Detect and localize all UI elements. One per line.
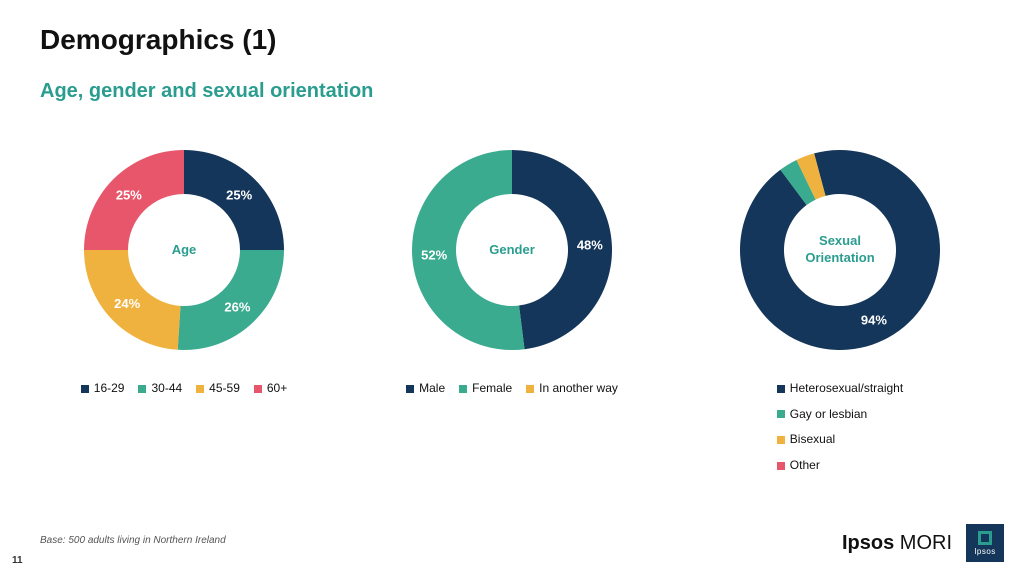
chart-gender: 48%52%GenderMaleFemaleIn another way [352, 140, 672, 400]
legend-label: 45-59 [209, 378, 240, 400]
pct-label: 3% [772, 145, 791, 160]
legend-swatch [777, 436, 785, 444]
page-title: Demographics (1) [40, 24, 277, 56]
brand-text: Ipsos MORI [842, 532, 952, 555]
legend-item: Male [406, 378, 445, 400]
legend-item: Bisexual [777, 429, 835, 451]
legend-label: Bisexual [790, 429, 835, 451]
pct-label: 26% [224, 299, 250, 314]
legend-swatch [254, 385, 262, 393]
pct-label: 52% [421, 247, 447, 262]
pct-label: 24% [114, 296, 140, 311]
pct-label: 25% [116, 187, 142, 202]
legend-label: Female [472, 378, 512, 400]
page-number: 11 [12, 555, 23, 566]
legend-item: Gay or lesbian [777, 404, 867, 426]
page-subtitle: Age, gender and sexual orientation [40, 80, 373, 103]
legend-swatch [526, 385, 534, 393]
legend-item: Female [459, 378, 512, 400]
legend-label: 30-44 [151, 378, 182, 400]
legend-item: 45-59 [196, 378, 240, 400]
legend-label: Heterosexual/straight [790, 378, 903, 400]
legend-label: Male [419, 378, 445, 400]
brand-logo-icon [978, 531, 992, 545]
legend-swatch [81, 385, 89, 393]
pct-label: 25% [226, 187, 252, 202]
legend-item: In another way [526, 378, 618, 400]
legend-age: 16-29 30-44 45-59 60+ [81, 378, 287, 400]
legend-swatch [138, 385, 146, 393]
charts-row: 25%26%24%25%Age16-2930-4445-5960+48%52%G… [20, 140, 1004, 476]
legend-item: Other [777, 455, 820, 477]
legend-item: 60+ [254, 378, 287, 400]
legend-swatch [777, 385, 785, 393]
legend-label: 60+ [267, 378, 287, 400]
donut-age: 25%26%24%25%Age [74, 140, 294, 360]
legend-label: Gay or lesbian [790, 404, 867, 426]
legend-swatch [196, 385, 204, 393]
legend-item: 30-44 [138, 378, 182, 400]
pct-label: 48% [577, 238, 603, 253]
donut-gender: 48%52%Gender [402, 140, 622, 360]
legend-swatch [777, 410, 785, 418]
legend-orientation: Heterosexual/straight Gay or lesbian Bisex… [777, 378, 903, 476]
legend-swatch [406, 385, 414, 393]
pct-label: 94% [861, 313, 887, 328]
brand-logo-word: Ipsos [974, 547, 996, 556]
legend-label: 16-29 [94, 378, 125, 400]
donut-orientation: 94%3%3%SexualOrientation [730, 140, 950, 360]
legend-item: Heterosexual/straight [777, 378, 903, 400]
brand-sub: MORI [900, 532, 952, 554]
legend-item: 16-29 [81, 378, 125, 400]
pct-label: 3% [791, 140, 810, 151]
legend-gender: Male Female In another way [406, 378, 618, 400]
brand-main: Ipsos [842, 532, 894, 554]
legend-label: In another way [539, 378, 618, 400]
base-note: Base: 500 adults living in Northern Irel… [40, 535, 226, 546]
brand-footer: Ipsos MORI Ipsos [842, 524, 1004, 562]
slice-orientation [740, 150, 940, 350]
legend-swatch [777, 462, 785, 470]
legend-swatch [459, 385, 467, 393]
legend-label: Other [790, 455, 820, 477]
chart-orientation: 94%3%3%SexualOrientationHeterosexual/str… [680, 140, 1000, 476]
brand-logo: Ipsos [966, 524, 1004, 562]
chart-age: 25%26%24%25%Age16-2930-4445-5960+ [24, 140, 344, 400]
